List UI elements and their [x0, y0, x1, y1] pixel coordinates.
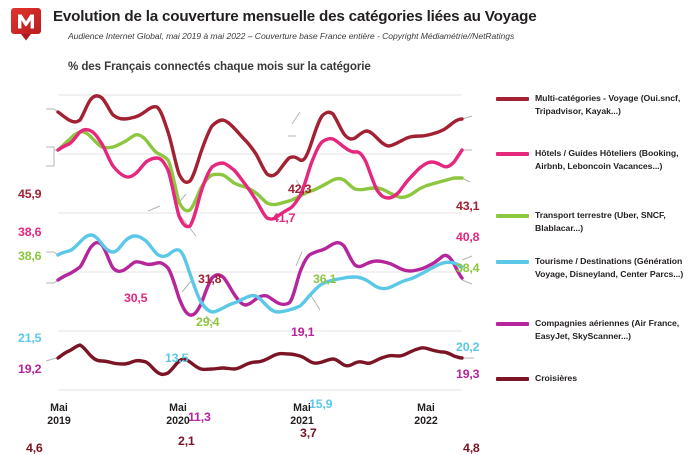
series-line-compagnies	[56, 240, 464, 317]
x-tick-year: 2022	[414, 414, 438, 427]
chart-heading: % des Français connectés chaque mois sur…	[68, 60, 371, 73]
x-tick-month: Mai	[417, 402, 435, 414]
series-line-tourisme	[56, 233, 464, 314]
legend-swatch-icon	[496, 97, 529, 101]
value-label-transport-start: 38,6	[18, 249, 42, 263]
value-label-multi-covid: 31,8	[198, 272, 222, 286]
value-label-tourisme-2021: 15,9	[309, 397, 333, 411]
legend-item-2[interactable]: Transport terrestre (Uber, SNCF, Blablac…	[496, 209, 688, 235]
page-title: Evolution de la couverture mensuelle des…	[53, 8, 537, 25]
legend-item-label: Compagnies aériennes (Air France, EasyJe…	[535, 318, 680, 341]
legend-swatch-icon	[496, 152, 529, 156]
x-tick-year: 2020	[166, 414, 190, 427]
mediametrie-logo	[10, 7, 42, 41]
gridlines	[58, 94, 462, 391]
value-label-compagnies-covid: 11,3	[188, 410, 211, 424]
legend-swatch-icon	[496, 214, 529, 218]
series-line-croisieres	[56, 343, 464, 377]
value-label-compagnies-2021: 19,1	[291, 325, 315, 339]
series-line-transport	[56, 130, 464, 213]
x-tick-month: Mai	[293, 402, 311, 414]
header: Evolution de la couverture mensuelle des…	[0, 0, 688, 52]
value-label-tourisme-start: 21,5	[18, 331, 42, 345]
legend-item-label: Hôtels / Guides Hôteliers (Booking, Airb…	[535, 148, 679, 171]
page-subtitle: Audience Internet Global, mai 2019 à mai…	[68, 31, 515, 41]
legend-item-label: Transport terrestre (Uber, SNCF, Blablac…	[535, 210, 666, 233]
value-label-croisieres-covid: 2,1	[178, 434, 195, 448]
value-label-transport-end: 38,4	[456, 261, 480, 275]
legend-item-5[interactable]: Croisières	[496, 372, 688, 385]
value-label-hotels-start: 38,6	[18, 225, 42, 239]
value-label-tourisme-end: 20,2	[456, 340, 480, 354]
value-label-transport-2021: 36,1	[313, 272, 337, 286]
chart-svg	[45, 94, 474, 391]
legend-item-4[interactable]: Compagnies aériennes (Air France, EasyJe…	[496, 317, 688, 343]
leader-lines	[45, 108, 474, 362]
legend-swatch-icon	[496, 322, 529, 326]
x-tick-2020: Mai 2020	[143, 402, 213, 428]
legend-item-label: Croisières	[535, 373, 577, 383]
value-label-hotels-end: 40,8	[456, 230, 480, 244]
series-line-multi	[56, 94, 464, 184]
legend-item-0[interactable]: Multi-catégories - Voyage (Oui.sncf, Tri…	[496, 92, 688, 118]
x-axis: Mai 2019 Mai 2020 Mai 2021 Mai 2022	[0, 398, 492, 442]
value-label-multi-end: 43,1	[456, 199, 480, 213]
x-tick-2021: Mai 2021	[267, 402, 337, 428]
legend-item-1[interactable]: Hôtels / Guides Hôteliers (Booking, Airb…	[496, 147, 688, 173]
x-tick-2022: Mai 2022	[391, 402, 461, 428]
value-label-tourisme-covid: 13,5	[165, 351, 189, 365]
legend-item-3[interactable]: Tourisme / Destinations (Génération Voya…	[496, 255, 688, 281]
legend-swatch-icon	[496, 377, 529, 381]
value-label-compagnies-end: 19,3	[456, 367, 480, 381]
x-tick-month: Mai	[50, 402, 68, 414]
series-line-hotels	[56, 127, 464, 229]
value-label-hotels-covid: 30,5	[124, 291, 148, 305]
value-label-multi-start: 45,9	[18, 187, 42, 201]
legend-item-label: Tourisme / Destinations (Génération Voya…	[535, 256, 684, 279]
value-label-croisieres-2021: 3,7	[300, 426, 317, 440]
value-label-croisieres-end: 4,8	[463, 441, 480, 455]
value-label-compagnies-start: 19,2	[18, 362, 42, 376]
x-tick-month: Mai	[169, 402, 187, 414]
chart-plot-area: 45,9 38,6 38,6 30,5 31,8 29,4 42,3 41,7 36,1 43,1…	[0, 84, 492, 455]
legend-swatch-icon	[496, 260, 529, 264]
x-tick-year: 2021	[290, 414, 314, 427]
value-label-transport-covid: 29,4	[196, 315, 220, 329]
x-tick-2019: Mai 2019	[24, 402, 94, 428]
value-label-multi-2021: 42,3	[288, 182, 312, 196]
value-label-croisieres-start: 4,6	[26, 441, 43, 455]
value-label-hotels-2021: 41,7	[272, 211, 296, 225]
x-tick-year: 2019	[47, 414, 71, 427]
legend-item-label: Multi-catégories - Voyage (Oui.sncf, Tri…	[535, 93, 681, 116]
